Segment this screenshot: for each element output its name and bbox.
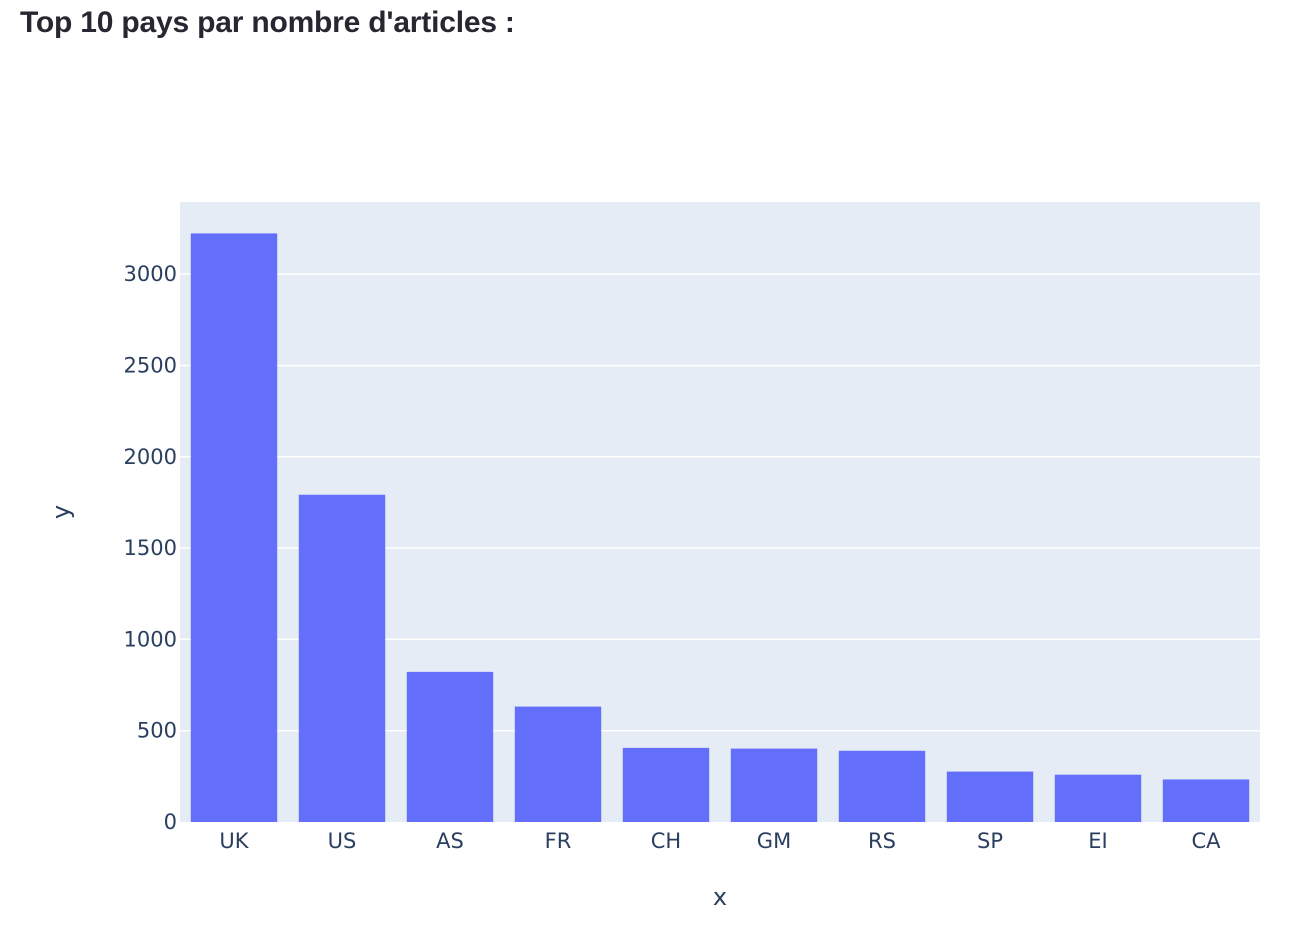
y-tick-label: 1500 — [124, 536, 177, 560]
bar-gm — [730, 748, 818, 822]
y-tick-label: 2500 — [124, 353, 177, 377]
x-tick-label: GM — [757, 829, 791, 853]
bar-ca — [1162, 779, 1250, 822]
x-axis-ticks: UK US AS FR CH GM RS SP EI CA — [219, 829, 1221, 853]
x-tick-label: CH — [651, 829, 681, 853]
bars — [190, 233, 1250, 823]
page-title: Top 10 pays par nombre d'articles : — [20, 6, 515, 39]
bar-rs — [838, 750, 926, 822]
bar-us — [298, 494, 386, 822]
bar-sp — [946, 771, 1034, 822]
x-tick-label: UK — [219, 829, 249, 853]
y-tick-label: 2000 — [124, 445, 177, 469]
x-tick-label: SP — [977, 829, 1003, 853]
x-tick-label: FR — [545, 829, 572, 853]
x-tick-label: US — [328, 829, 357, 853]
bar-uk — [190, 233, 278, 823]
bar-fr — [514, 706, 602, 822]
x-axis-title: x — [713, 883, 727, 911]
y-tick-label: 3000 — [124, 262, 177, 286]
y-tick-label: 500 — [137, 719, 177, 743]
bar-as — [406, 671, 494, 822]
x-tick-label: AS — [436, 829, 464, 853]
bar-ei — [1054, 774, 1142, 822]
x-tick-label: CA — [1191, 829, 1221, 853]
y-tick-label: 1000 — [124, 627, 177, 651]
x-tick-label: RS — [868, 829, 896, 853]
x-tick-label: EI — [1088, 829, 1107, 853]
y-axis-ticks: 0 500 1000 1500 2000 2500 3000 — [124, 262, 177, 834]
y-axis-title: y — [47, 505, 75, 519]
y-tick-label: 0 — [164, 810, 177, 834]
bar-ch — [622, 747, 710, 822]
